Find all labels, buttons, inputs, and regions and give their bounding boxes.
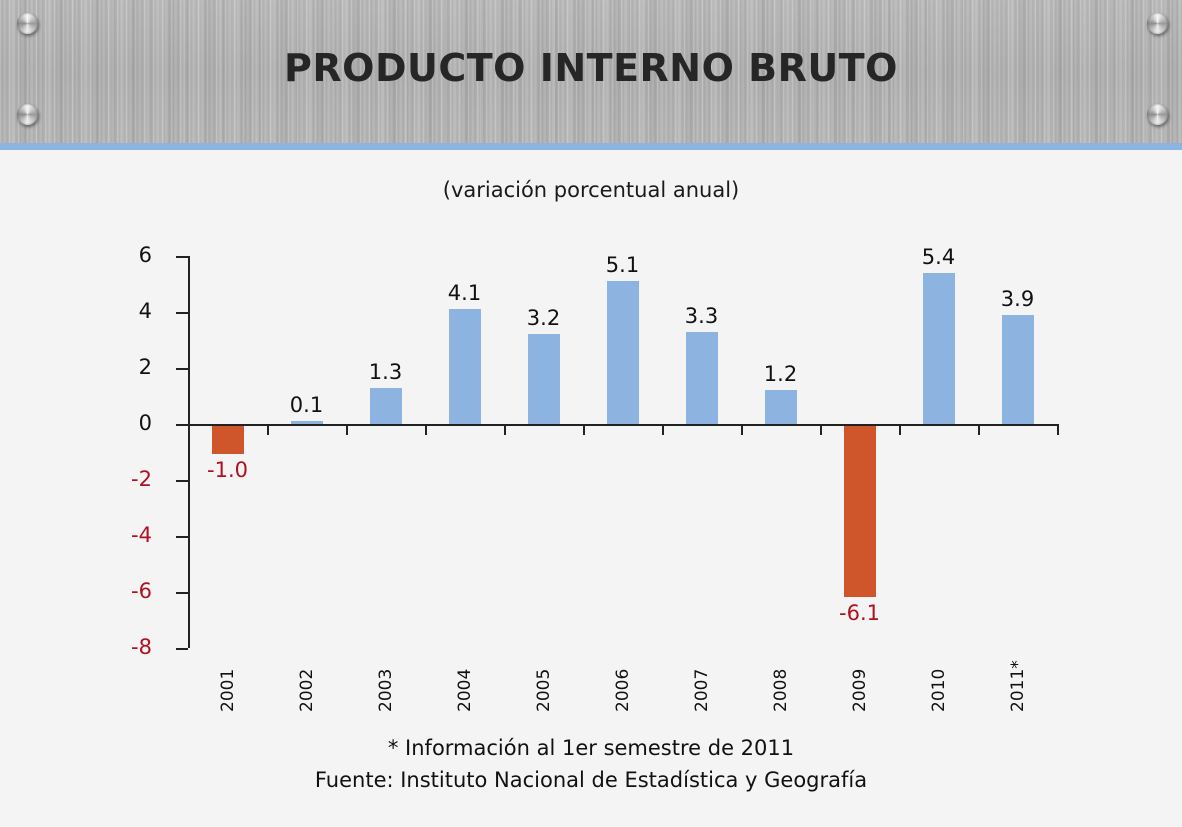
screw-icon	[1147, 104, 1168, 125]
y-axis	[188, 256, 190, 648]
x-tick-label: 2010	[928, 668, 949, 712]
y-tick-label: -4	[131, 523, 152, 547]
bar-2002	[290, 421, 323, 424]
x-tick-label: 2011*	[1007, 660, 1028, 712]
screw-icon	[17, 104, 38, 125]
bar-2008	[764, 390, 797, 424]
x-tick-label: 2004	[454, 668, 475, 712]
x-tick	[1057, 424, 1059, 435]
x-tick-label: 2008	[770, 668, 791, 712]
y-tick	[176, 480, 188, 482]
bar-value-label: -6.1	[839, 600, 880, 625]
bar-2007	[685, 331, 718, 424]
bar-2009	[843, 426, 876, 597]
y-tick-label: 0	[138, 411, 152, 435]
bar-2005	[527, 334, 560, 424]
x-tick	[662, 424, 664, 435]
y-tick	[176, 256, 188, 258]
x-tick-label: 2005	[533, 668, 554, 712]
screw-icon	[1147, 13, 1168, 34]
x-axis	[188, 424, 1057, 426]
x-tick-label: 2001	[217, 668, 238, 712]
x-tick	[504, 424, 506, 435]
x-tick-label: 2007	[691, 668, 712, 712]
x-tick	[978, 424, 980, 435]
bar-2011	[1001, 314, 1034, 424]
y-tick	[176, 592, 188, 594]
bar-value-label: 1.3	[368, 359, 403, 384]
y-tick	[176, 536, 188, 538]
y-tick-label: -8	[131, 635, 152, 659]
x-tick	[346, 424, 348, 435]
x-tick	[267, 424, 269, 435]
y-tick	[176, 648, 188, 650]
x-tick	[583, 424, 585, 435]
bar-2004	[448, 309, 481, 424]
x-tick-label: 2009	[849, 668, 870, 712]
bar-value-label: 3.9	[1000, 286, 1035, 311]
x-tick	[820, 424, 822, 435]
bar-value-label: 1.2	[763, 362, 798, 387]
header-panel: PRODUCTO INTERNO BRUTO	[0, 0, 1182, 143]
bar-value-label: 4.1	[447, 281, 482, 306]
x-tick-label: 2003	[375, 668, 396, 712]
bar-2006	[606, 281, 639, 424]
x-tick	[741, 424, 743, 435]
y-tick-label: 6	[138, 243, 152, 267]
y-tick-label: 2	[138, 355, 152, 379]
y-tick-label: -6	[131, 579, 152, 603]
bar-value-label: 5.1	[605, 253, 640, 278]
x-tick	[899, 424, 901, 435]
header-accent-strip	[0, 143, 1182, 150]
y-tick	[176, 312, 188, 314]
footnote-note: * Información al 1er semestre de 2011	[387, 736, 795, 760]
x-tick	[425, 424, 427, 435]
footnote-source: Fuente: Instituto Nacional de Estadístic…	[314, 768, 868, 792]
screw-icon	[17, 13, 38, 34]
bar-value-label: 3.3	[684, 303, 719, 328]
bar-2003	[369, 387, 402, 424]
y-tick-label: -2	[131, 467, 152, 491]
y-tick	[176, 368, 188, 370]
bar-2001	[211, 426, 244, 454]
bar-2010	[922, 272, 955, 424]
bar-value-label: 5.4	[921, 244, 956, 269]
page-title: PRODUCTO INTERNO BRUTO	[284, 46, 898, 90]
bar-value-label: 3.2	[526, 306, 561, 331]
bar-value-label: 0.1	[289, 393, 324, 417]
chart-subtitle: (variación porcentual anual)	[442, 178, 740, 202]
y-tick-label: 4	[138, 299, 152, 323]
x-tick-label: 2002	[296, 668, 317, 712]
bar-value-label: -1.0	[207, 458, 248, 482]
y-tick	[176, 424, 188, 426]
x-tick-label: 2006	[612, 668, 633, 712]
